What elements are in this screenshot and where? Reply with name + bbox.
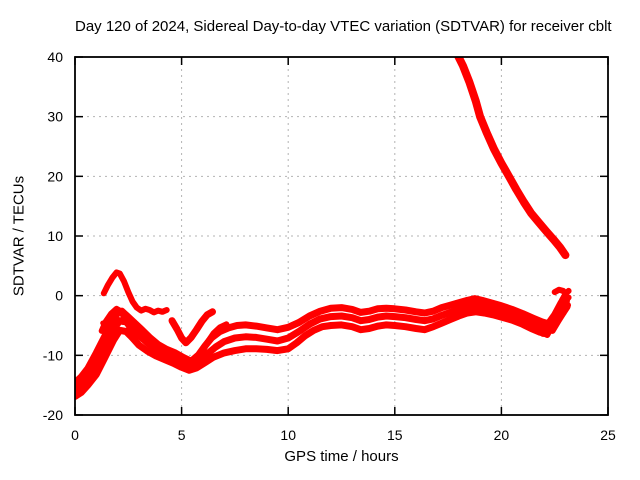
x-tick-label: 15 [387,427,403,443]
y-tick-label: -10 [43,347,63,363]
y-tick-label: 30 [47,109,63,125]
series-lower-band-bottom [75,301,571,400]
y-tick-label: 10 [47,228,63,244]
x-tick-label: 0 [71,427,79,443]
x-tick-label: 10 [280,427,296,443]
x-tick-label: 5 [178,427,186,443]
series-lower-band-top [75,293,569,387]
y-tick-label: 40 [47,49,63,65]
x-axis-label: GPS time / hours [284,448,399,465]
x-tick-label: 20 [494,427,510,443]
series-rising-strand [189,321,230,370]
series-steep-descent-trace [453,57,570,260]
series-morning-peak-trace [100,269,170,316]
series-secondary-peak-crossbar [100,318,127,326]
y-tick-label: 20 [47,168,63,184]
chart-title: Day 120 of 2024, Sidereal Day-to-day VTE… [75,18,612,35]
series-end-zigzag-3 [549,304,571,334]
series-group [75,57,572,400]
x-tick-label: 25 [600,427,616,443]
y-tick-label: -20 [43,407,63,423]
series-lower-band-mid [75,297,570,393]
y-tick-label: 0 [55,288,63,304]
series-end-top-cap [551,286,569,297]
series-midday-v-trace [168,308,216,347]
